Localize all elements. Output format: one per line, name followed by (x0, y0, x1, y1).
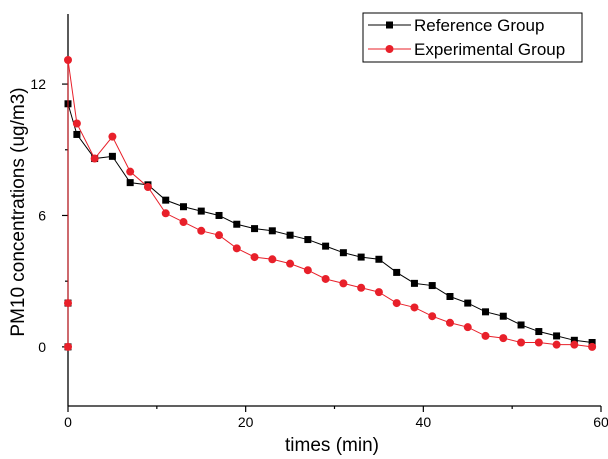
data-point (392, 299, 401, 308)
y-tick-label: 12 (30, 76, 46, 92)
data-point (535, 328, 543, 336)
data-point (108, 132, 117, 141)
data-point (197, 207, 205, 215)
data-point (268, 227, 276, 235)
data-point (215, 211, 223, 219)
data-point (143, 183, 152, 192)
data-point (303, 266, 312, 275)
data-point (570, 336, 578, 344)
data-point (482, 308, 490, 316)
data-point (232, 244, 241, 253)
data-point (410, 279, 418, 287)
data-point (374, 288, 383, 297)
data-point (393, 268, 401, 276)
data-point (446, 293, 454, 301)
y-axis-title: PM10 concentrations (ug/m3) (8, 87, 29, 336)
data-point (64, 55, 72, 64)
data-point (72, 119, 81, 128)
data-point (410, 303, 419, 312)
y-tick-label: 6 (38, 207, 46, 223)
data-point (108, 152, 116, 160)
data-point (499, 312, 507, 320)
data-point (73, 130, 81, 138)
data-point (357, 253, 365, 261)
series-line (67, 103, 593, 347)
data-point (233, 220, 241, 228)
data-point (499, 334, 508, 343)
legend-label: Reference Group (414, 16, 544, 35)
legend-item: Experimental Group (368, 40, 565, 59)
data-point (588, 342, 597, 351)
legend-label: Experimental Group (414, 40, 565, 59)
axes: 0 20 40 60 0 6 12 (30, 14, 608, 430)
data-point (304, 236, 312, 244)
x-tick-label: 40 (416, 414, 432, 430)
data-point (445, 318, 454, 327)
data-point (286, 259, 295, 268)
data-point (321, 274, 330, 283)
data-point (268, 255, 277, 264)
data-point (286, 231, 294, 239)
data-point (250, 253, 259, 262)
series-layer (64, 55, 597, 351)
data-point (553, 332, 561, 340)
data-point (339, 279, 348, 288)
legend-marker (386, 21, 393, 29)
data-point (322, 242, 330, 250)
y-tick-label: 0 (38, 339, 46, 355)
legend-marker (385, 45, 394, 53)
legend-item: Reference Group (368, 16, 544, 35)
x-tick-label: 20 (238, 414, 254, 430)
x-tick-label: 0 (64, 414, 72, 430)
data-point (552, 340, 561, 349)
data-point (126, 167, 135, 176)
data-point (464, 299, 472, 307)
data-point (339, 249, 347, 257)
data-point (428, 282, 436, 290)
data-point (197, 226, 206, 235)
data-point (126, 179, 134, 187)
data-point (161, 209, 170, 218)
data-point (570, 340, 579, 349)
legend: Reference Group Experimental Group (362, 12, 583, 63)
data-point (179, 218, 188, 227)
data-point (375, 255, 383, 263)
data-point (534, 338, 543, 347)
data-point (162, 196, 170, 204)
data-point (90, 154, 99, 163)
legend-box (362, 12, 583, 63)
data-point (428, 312, 437, 321)
data-point (215, 231, 224, 240)
data-point (251, 225, 259, 233)
series-1 (64, 100, 596, 351)
data-point (588, 338, 596, 346)
data-point (179, 203, 187, 211)
data-point (463, 323, 472, 332)
x-axis-title: times (min) (285, 435, 379, 456)
data-point (481, 331, 490, 340)
series-2 (64, 55, 597, 351)
x-tick-label: 60 (593, 414, 608, 430)
data-point (64, 342, 72, 351)
data-point (517, 321, 525, 329)
series-line (67, 59, 593, 348)
data-point (357, 283, 366, 292)
data-point (517, 338, 526, 347)
data-point (64, 299, 72, 308)
